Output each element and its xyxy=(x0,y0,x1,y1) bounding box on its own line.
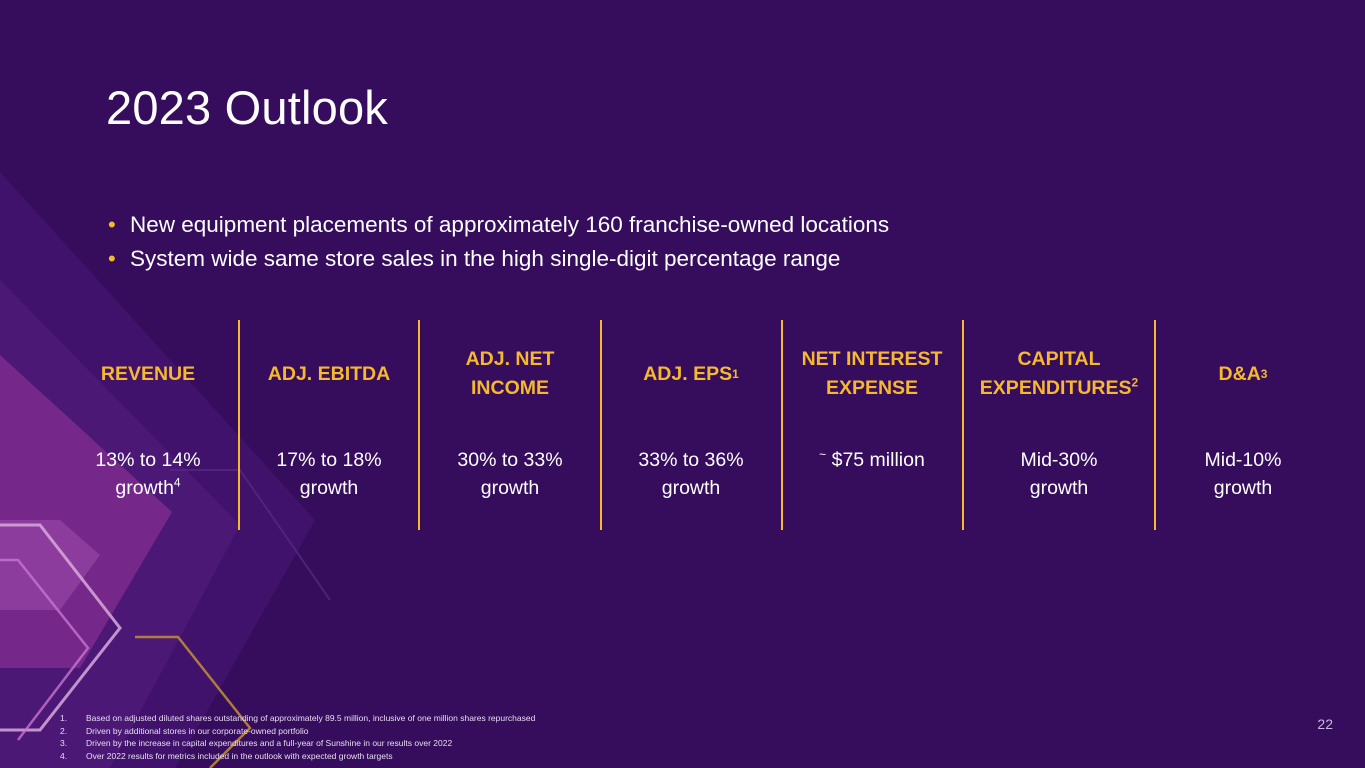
metric-adj-net-income: ADJ. NET INCOME 30% to 33% growth xyxy=(420,320,600,530)
column-divider xyxy=(962,320,964,530)
bullet-text: System wide same store sales in the high… xyxy=(130,246,841,271)
metric-value: 30% to 33% growth xyxy=(457,449,563,499)
metric-adj-ebitda: ADJ. EBITDA 17% to 18% growth xyxy=(240,320,418,530)
footnotes: 1. Based on adjusted diluted shares outst… xyxy=(60,712,535,762)
page-title: 2023 Outlook xyxy=(106,81,388,134)
metric-label: NET INTEREST EXPENSE xyxy=(801,348,943,399)
metric-label: CAPITAL EXPENDITURES2 xyxy=(979,348,1139,399)
bullet-marker: • xyxy=(108,212,116,237)
metric-adj-eps: ADJ. EPS 1 33% to 36% growth xyxy=(602,320,780,530)
metric-value: 33% to 36% growth xyxy=(638,449,744,499)
footnote: 1. Based on adjusted diluted shares outst… xyxy=(60,713,536,723)
metric-label: D&A 3 xyxy=(1218,362,1268,385)
bullet-item: • System wide same store sales in the hig… xyxy=(108,242,889,276)
footnote-ref: 4 xyxy=(173,475,181,490)
bullet-item: • New equipment placements of approximate… xyxy=(108,208,889,242)
approx-sign: ~ xyxy=(819,447,827,462)
metric-value: ~ $75 million xyxy=(819,447,925,472)
metric-value: Mid-30% growth xyxy=(1020,449,1098,499)
metric-capital-expenditures: CAPITAL EXPENDITURES2 Mid-30% growth xyxy=(964,320,1154,530)
metric-label: ADJ. EBITDA xyxy=(267,362,391,385)
footnote: 4. Over 2022 results for metrics included… xyxy=(60,750,393,761)
metric-d-and-a: D&A 3 Mid-10% growth xyxy=(1156,320,1330,530)
column-divider xyxy=(1154,320,1156,530)
column-divider xyxy=(781,320,783,530)
column-divider xyxy=(600,320,602,530)
bullet-marker: • xyxy=(108,246,116,271)
footnote: 3. Driven by the increase in capital expe… xyxy=(60,738,453,749)
metric-value: Mid-10% growth xyxy=(1204,449,1282,499)
footnote-ref: 2 xyxy=(1131,375,1139,390)
column-divider xyxy=(418,320,420,530)
chevron-outline-faint xyxy=(170,469,331,601)
page-number: 22 xyxy=(1317,716,1333,732)
metric-net-interest-expense: NET INTEREST EXPENSE ~ $75 million xyxy=(783,320,961,530)
column-divider xyxy=(238,320,240,530)
bullet-text: New equipment placements of approximatel… xyxy=(130,212,890,237)
metric-label: ADJ. EPS 1 xyxy=(643,362,739,385)
metric-label: ADJ. NET INCOME xyxy=(465,348,555,399)
bullet-list: • New equipment placements of approximate… xyxy=(108,208,889,276)
metric-value: 13% to 14% growth4 xyxy=(95,449,201,499)
metric-label: REVENUE xyxy=(100,362,196,385)
metric-revenue: REVENUE 13% to 14% growth4 xyxy=(58,320,238,530)
chevron-outline-magenta xyxy=(0,558,90,741)
chevron-band-light xyxy=(0,520,100,610)
chevron-outline-gold xyxy=(135,635,252,768)
metrics-row: REVENUE 13% to 14% growth4 ADJ. EBITDA 1… xyxy=(58,320,1330,530)
metric-value: 17% to 18% growth xyxy=(276,449,382,499)
footnote: 2. Driven by additional stores in our cor… xyxy=(60,725,309,736)
